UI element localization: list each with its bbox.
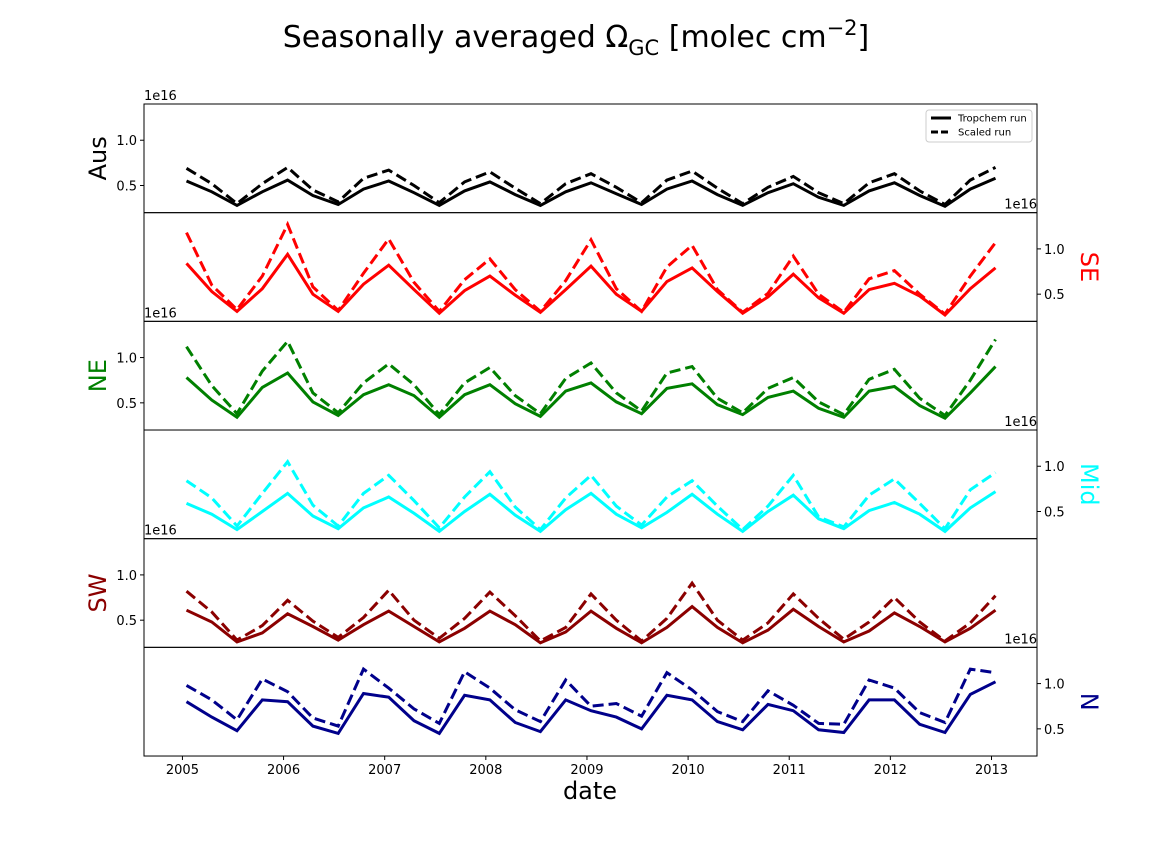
sw-panel-label: SW xyxy=(84,574,112,613)
n-y-tick-label: 0.5 xyxy=(1044,723,1065,738)
n-panel-frame xyxy=(143,646,1038,757)
ne-y-tick-label: 1.0 xyxy=(116,352,137,367)
n-panel-label: N xyxy=(1075,693,1103,711)
x-tick-label: 2012 xyxy=(874,763,907,778)
panels-group: 0.5 1.0 1e16 Aus 0.5 1.0 1e16 SE 0.5 1.0 1e16 NE 0.5… xyxy=(84,89,1103,757)
x-tick-label: 2009 xyxy=(570,763,603,778)
aus-offset-label: 1e16 xyxy=(144,89,177,104)
legend: Tropchem run Scaled run xyxy=(925,109,1033,143)
n-y-tick-label: 1.0 xyxy=(1044,678,1065,693)
x-tick-label: 2010 xyxy=(672,763,705,778)
sw-scaled-series-line xyxy=(185,580,997,643)
ne-y-tick-label: 0.5 xyxy=(116,397,137,412)
legend-frame xyxy=(925,109,1033,143)
se-y-tick-label: 1.0 xyxy=(1044,243,1065,258)
mid-panel-label: Mid xyxy=(1075,463,1103,506)
mid-y-tick-label: 1.0 xyxy=(1044,460,1065,475)
chart-title: Seasonally averaged ΩGC [molec cm−2] xyxy=(283,16,870,60)
sw-y-tick-label: 0.5 xyxy=(116,614,137,629)
x-tick-label: 2013 xyxy=(975,763,1008,778)
mid-y-tick-label: 0.5 xyxy=(1044,506,1065,521)
panel-n: 0.5 1.0 1e16 N xyxy=(143,632,1103,757)
legend-label-scaled: Scaled run xyxy=(958,128,1011,139)
se-tropchem-series-line xyxy=(185,251,997,317)
se-offset-label: 1e16 xyxy=(1004,198,1037,213)
n-tropchem-series-line xyxy=(185,680,997,736)
n-scaled-series-line xyxy=(185,666,996,728)
ne-offset-label: 1e16 xyxy=(144,306,177,321)
sw-offset-label: 1e16 xyxy=(144,524,177,539)
x-tick-label: 2011 xyxy=(773,763,806,778)
aus-tropchem-series-line xyxy=(185,176,997,209)
mid-offset-label: 1e16 xyxy=(1004,415,1037,430)
aus-y-tick-label: 1.0 xyxy=(116,134,137,149)
panel-sw: 0.5 1.0 1e16 SW xyxy=(84,524,1038,648)
aus-y-tick-label: 0.5 xyxy=(116,180,137,195)
ne-scaled-series-line xyxy=(185,338,997,418)
se-scaled-series-line xyxy=(185,220,997,317)
se-y-tick-label: 0.5 xyxy=(1044,288,1065,303)
x-axis-label: date xyxy=(563,777,617,805)
legend-label-tropchem: Tropchem run xyxy=(957,114,1027,125)
panel-se: 0.5 1.0 1e16 SE xyxy=(143,198,1103,322)
x-tick-label: 2008 xyxy=(469,763,502,778)
ne-panel-label: NE xyxy=(84,359,112,392)
ne-tropchem-series-line xyxy=(185,365,997,421)
aus-scaled-series-line xyxy=(185,165,997,207)
se-panel-label: SE xyxy=(1075,252,1103,282)
aus-panel-label: Aus xyxy=(84,136,112,180)
panel-mid: 0.5 1.0 1e16 Mid xyxy=(143,415,1103,540)
x-tick-label: 2006 xyxy=(267,763,300,778)
x-axis: 2005 2006 2007 2008 2009 2010 2011 2012 2013 xyxy=(166,756,1008,778)
sw-tropchem-series-line xyxy=(185,604,997,645)
x-tick-label: 2005 xyxy=(166,763,199,778)
sw-y-tick-label: 1.0 xyxy=(116,569,137,584)
panel-aus: 0.5 1.0 1e16 Aus xyxy=(84,89,1038,214)
n-offset-label: 1e16 xyxy=(1004,632,1037,647)
x-tick-label: 2007 xyxy=(368,763,401,778)
mid-scaled-series-line xyxy=(185,459,997,532)
mid-tropchem-series-line xyxy=(185,490,997,534)
